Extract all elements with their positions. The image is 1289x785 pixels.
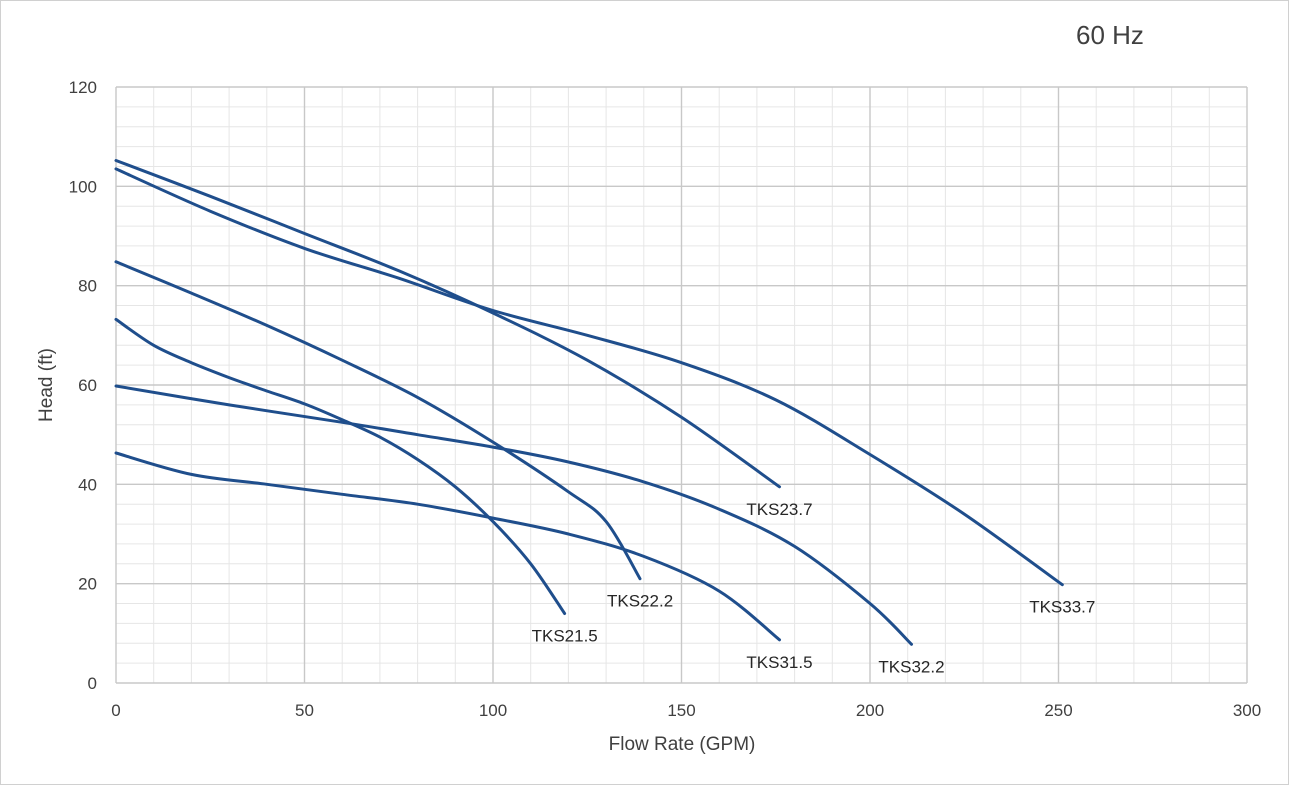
curve-tks23-7 xyxy=(114,159,781,489)
y-axis-title: Head (ft) xyxy=(36,348,57,422)
y-axis-ticks: 0 20 40 60 80 100 120 xyxy=(69,78,97,693)
curve-label: TKS21.5 xyxy=(532,626,598,645)
frequency-annotation: 60 Hz xyxy=(1076,20,1144,50)
x-axis-ticks: 0 50 100 150 200 250 300 xyxy=(111,701,1261,720)
x-axis-title: Flow Rate (GPM) xyxy=(609,734,756,755)
x-tick-label: 300 xyxy=(1233,701,1261,720)
curve-label: TKS31.5 xyxy=(746,653,812,672)
curve-label: TKS23.7 xyxy=(746,500,812,519)
x-tick-label: 50 xyxy=(295,701,314,720)
y-tick-label: 20 xyxy=(78,575,97,594)
x-tick-label: 150 xyxy=(667,701,695,720)
x-tick-label: 0 xyxy=(111,701,120,720)
curve-labels: TKS21.5 TKS22.2 TKS23.7 TKS31.5 TKS32.2 TKS33… xyxy=(532,500,1096,676)
curve-tks31-5 xyxy=(114,451,781,642)
curve-label: TKS22.2 xyxy=(607,592,673,611)
curve-label: TKS32.2 xyxy=(878,657,944,676)
y-tick-label: 40 xyxy=(78,475,97,494)
curve-tks32-2 xyxy=(114,384,913,646)
x-tick-label: 250 xyxy=(1044,701,1072,720)
y-tick-label: 0 xyxy=(88,674,97,693)
grid xyxy=(115,86,1248,684)
y-tick-label: 60 xyxy=(78,376,97,395)
curve-tks22-2 xyxy=(114,260,642,581)
curve-tks33-7 xyxy=(114,167,1064,587)
x-tick-label: 200 xyxy=(856,701,884,720)
curve-tks21-5 xyxy=(114,317,567,615)
curve-label: TKS33.7 xyxy=(1029,598,1095,617)
pump-curves xyxy=(114,159,1064,646)
x-tick-label: 100 xyxy=(479,701,507,720)
y-tick-label: 120 xyxy=(69,78,97,97)
y-tick-label: 80 xyxy=(78,277,97,296)
y-tick-label: 100 xyxy=(69,177,97,196)
